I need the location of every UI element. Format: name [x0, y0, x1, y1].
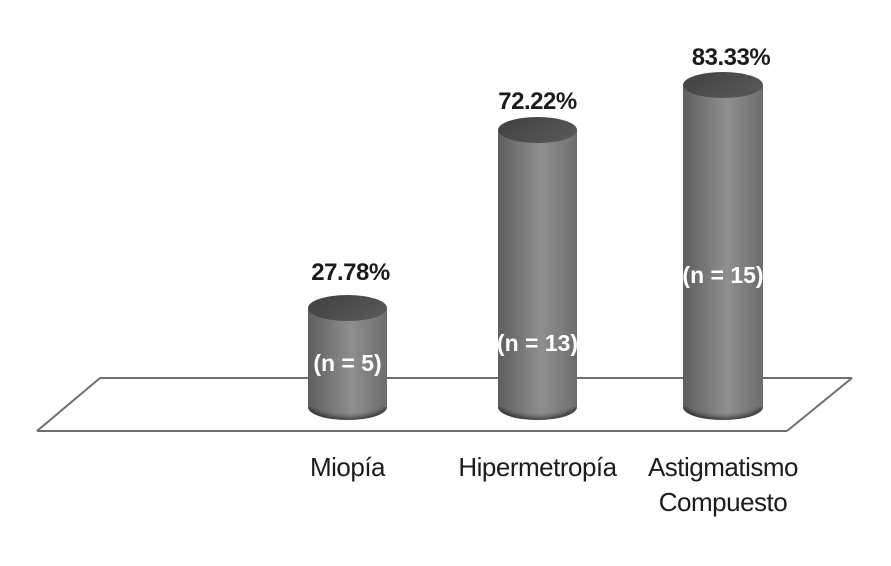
- category-label: Hipermetropía: [458, 452, 617, 482]
- category-label: Astigmatismo Compuesto: [647, 452, 799, 517]
- cylinder-body: [308, 308, 387, 407]
- value-label: 27.78%: [311, 259, 390, 287]
- n-label: (n = 5): [313, 350, 382, 376]
- n-label: (n = 15): [682, 262, 764, 288]
- category-label: Miopía: [309, 452, 386, 482]
- cylinder-top-cap: [683, 72, 763, 98]
- cylinder-top-cap: [498, 116, 577, 143]
- cylinder-body: [498, 129, 577, 407]
- cylinder-body: [683, 85, 763, 407]
- floor-plane-outline: [36, 377, 853, 432]
- n-label: (n = 13): [496, 330, 579, 356]
- value-label: 72.22%: [498, 87, 577, 115]
- cylinder-top-cap: [308, 295, 387, 322]
- value-label: 83.33%: [691, 44, 771, 71]
